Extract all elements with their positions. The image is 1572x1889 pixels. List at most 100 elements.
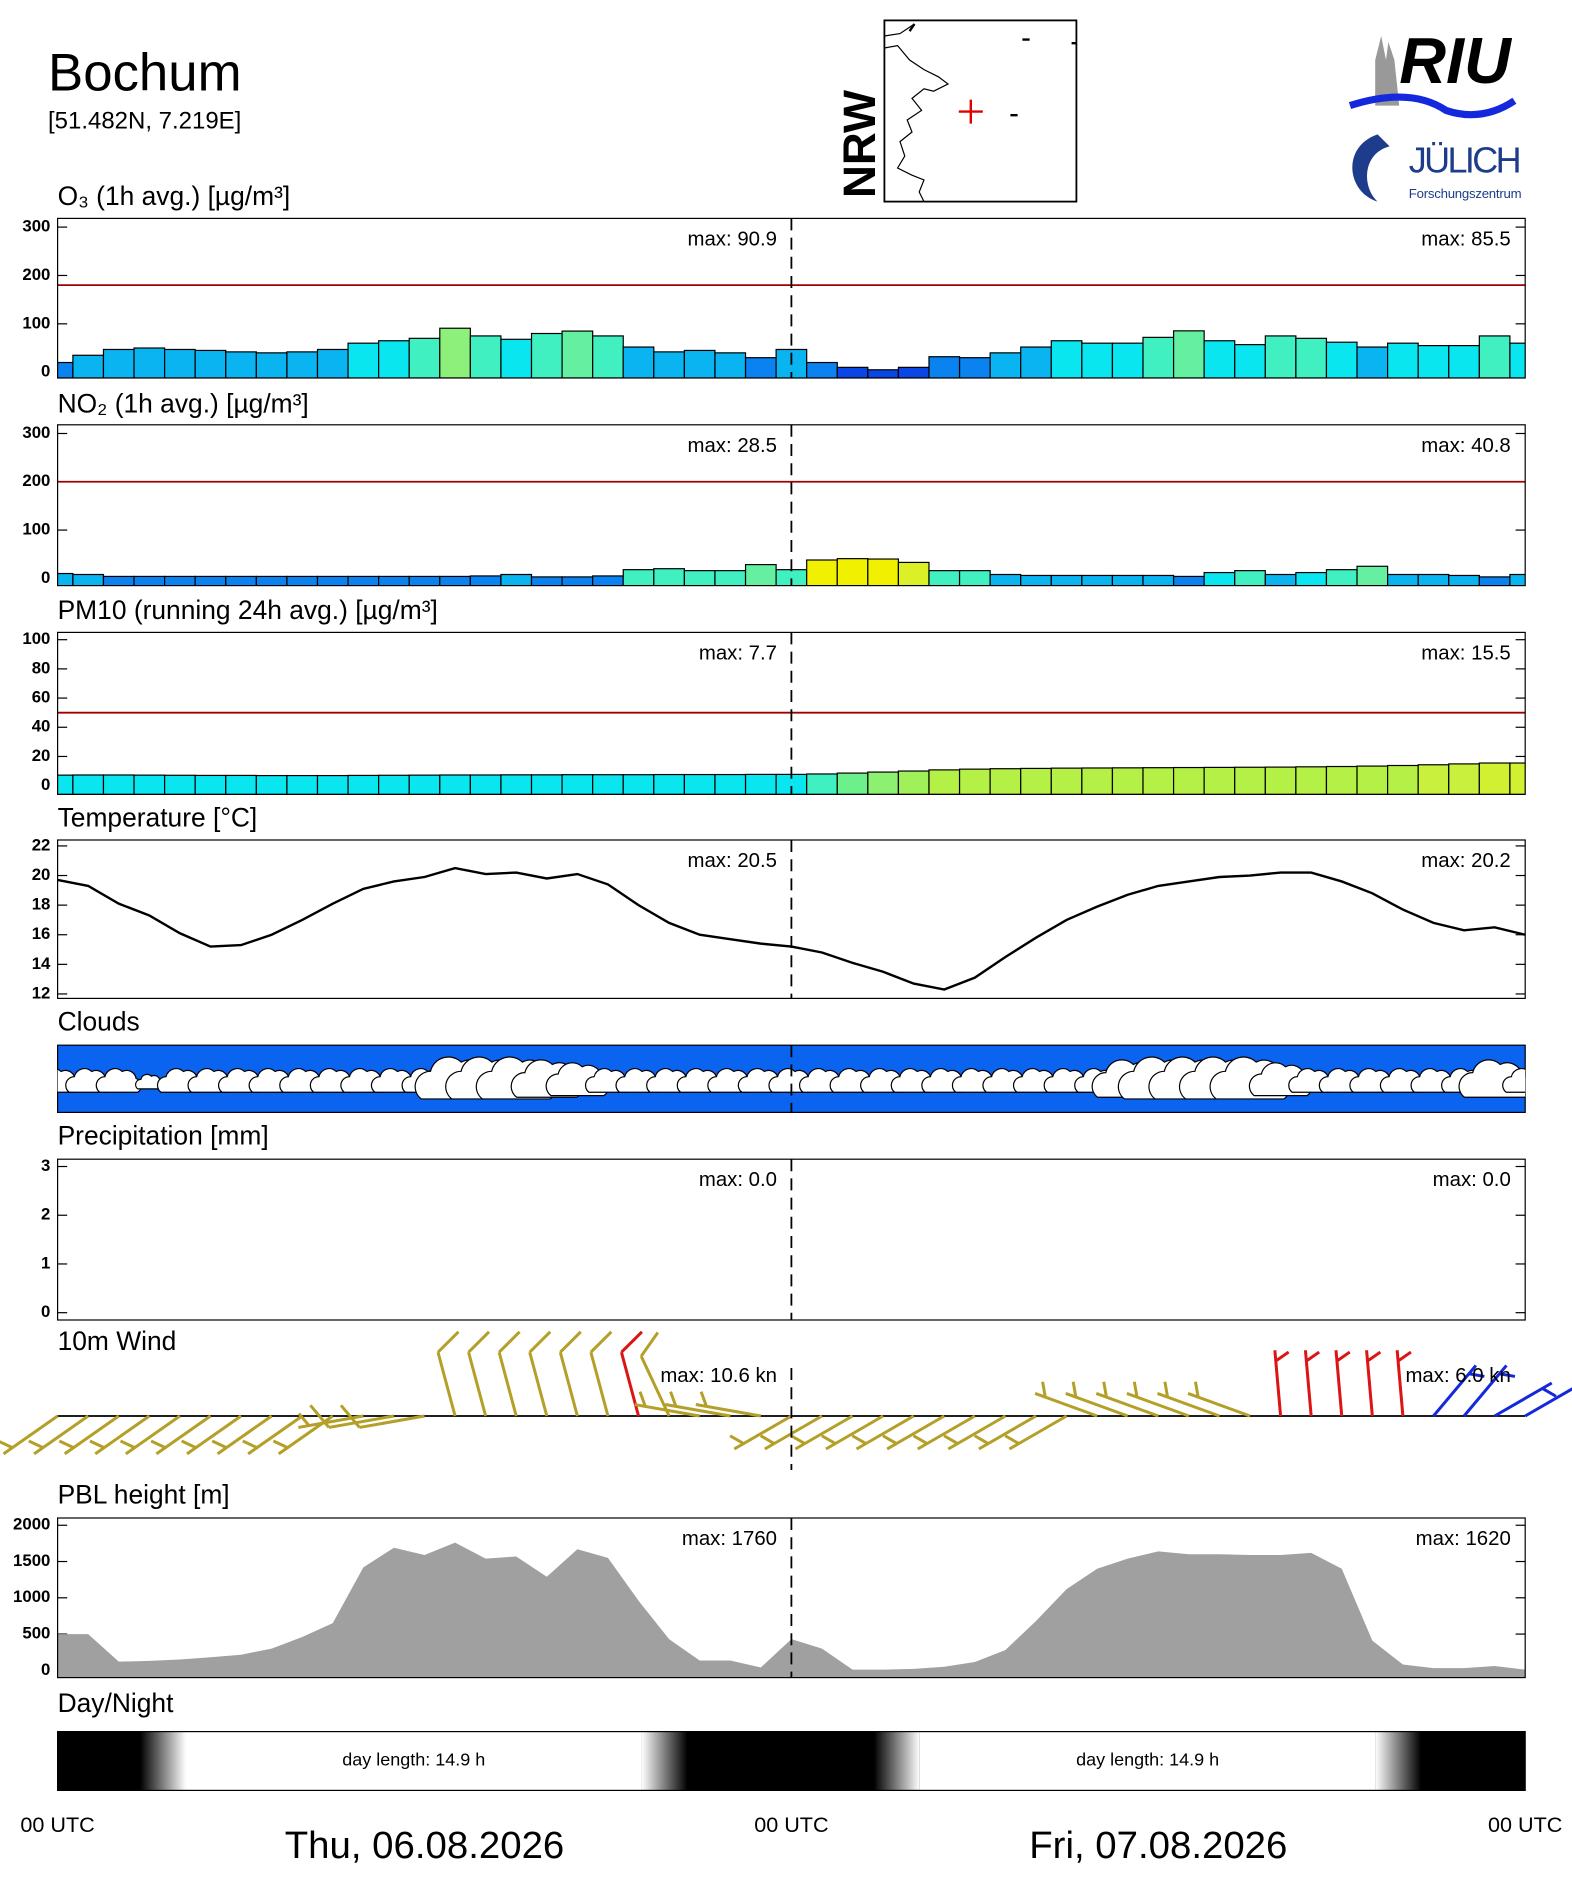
bar	[530, 576, 563, 586]
bar	[744, 563, 777, 586]
bar	[1234, 766, 1266, 795]
day-length: day length: 14.9 h	[1076, 1750, 1219, 1770]
bar	[1142, 767, 1175, 795]
bar	[1050, 574, 1083, 586]
max-label: max: 85.5	[1421, 228, 1510, 250]
max-label: max: 10.6 kn	[660, 1365, 777, 1387]
y-tick-label: 60	[32, 688, 51, 707]
wind-barb	[436, 1330, 460, 1417]
bar	[1081, 574, 1114, 586]
y-tick-label: 2	[41, 1205, 50, 1224]
bar	[1295, 766, 1328, 795]
dawn	[873, 1731, 920, 1791]
bar	[500, 338, 533, 378]
bar	[1478, 762, 1511, 795]
bar	[1020, 574, 1052, 586]
bar	[1325, 341, 1358, 378]
wind-barb	[1156, 1381, 1220, 1418]
bar	[1356, 565, 1389, 586]
max-label: max: 90.9	[688, 228, 777, 250]
wind-barb	[973, 1414, 1037, 1451]
bar	[1081, 342, 1114, 378]
bar	[622, 774, 655, 795]
bar	[806, 773, 838, 795]
y-tick-label: 14	[32, 954, 51, 973]
bar	[1020, 346, 1052, 378]
bar	[1478, 576, 1511, 586]
bar	[1203, 340, 1236, 378]
wind-barb	[695, 1391, 762, 1418]
y-tick-label: 1500	[13, 1551, 50, 1570]
y-tick-label: 22	[32, 835, 51, 854]
logo-julich-mark	[1352, 134, 1390, 202]
bar	[1356, 765, 1389, 795]
bar	[408, 575, 441, 586]
bar	[836, 772, 869, 795]
bar	[194, 575, 227, 586]
bar	[1050, 340, 1083, 378]
bar	[592, 335, 624, 378]
wind-barb	[1334, 1350, 1351, 1417]
y-tick-label: 200	[22, 265, 50, 284]
date-label: Thu, 06.08.2026	[285, 1824, 565, 1867]
bar	[1387, 764, 1419, 795]
wind-barb	[558, 1330, 582, 1417]
max-label: max: 0.0	[699, 1169, 777, 1191]
bar	[1478, 335, 1511, 378]
bar	[530, 774, 563, 795]
bar	[653, 568, 685, 586]
wind-barb	[639, 1331, 671, 1417]
max-label: max: 40.8	[1421, 435, 1510, 457]
bar	[1234, 344, 1266, 378]
max-label: max: 1620	[1416, 1528, 1511, 1550]
panel-title: 10m Wind	[58, 1326, 177, 1356]
bar	[1264, 573, 1297, 586]
bar	[1448, 763, 1480, 795]
day-group	[140, 1731, 1422, 1791]
panel-title: O₃ (1h avg.) [µg/m³]	[58, 181, 291, 211]
wind-barb	[589, 1330, 613, 1417]
bar	[1417, 344, 1450, 378]
wind-barb	[912, 1414, 976, 1451]
date-label: Fri, 07.08.2026	[1029, 1824, 1287, 1867]
wind-barb	[1126, 1381, 1190, 1418]
cloud	[1502, 1068, 1526, 1093]
max-label: max: 1760	[682, 1528, 777, 1550]
bar	[622, 346, 655, 378]
bar	[1264, 766, 1297, 795]
bar	[897, 366, 930, 378]
y-tick-label: 300	[22, 217, 50, 236]
bar	[806, 559, 838, 586]
wind-barb	[242, 1414, 304, 1456]
bar	[928, 356, 961, 378]
wind-barb	[729, 1414, 793, 1451]
y-tick-label: 200	[22, 471, 50, 490]
bar	[1142, 574, 1175, 586]
wind-barb	[634, 1391, 700, 1418]
wind-barb	[1004, 1414, 1068, 1451]
y-tick-label: 40	[32, 717, 51, 736]
wind-barb	[1065, 1381, 1129, 1418]
map-border	[884, 23, 950, 202]
bar	[1448, 574, 1480, 586]
dawn	[140, 1731, 187, 1791]
bar	[714, 352, 747, 378]
wind-barb	[1432, 1364, 1485, 1417]
bar	[316, 774, 349, 795]
bar	[958, 570, 991, 586]
bar	[439, 774, 471, 795]
bar	[1142, 336, 1175, 378]
bar	[622, 569, 655, 586]
wind-barb	[89, 1414, 151, 1456]
bar	[683, 570, 716, 586]
bar	[225, 351, 257, 378]
bar	[347, 774, 380, 795]
bar	[744, 357, 777, 378]
bar	[1295, 337, 1328, 378]
logo-sub: Forschungszentrum	[1409, 186, 1522, 201]
wind-barb	[28, 1414, 90, 1456]
bar	[500, 774, 533, 795]
bar	[102, 348, 135, 378]
bar	[194, 349, 227, 378]
